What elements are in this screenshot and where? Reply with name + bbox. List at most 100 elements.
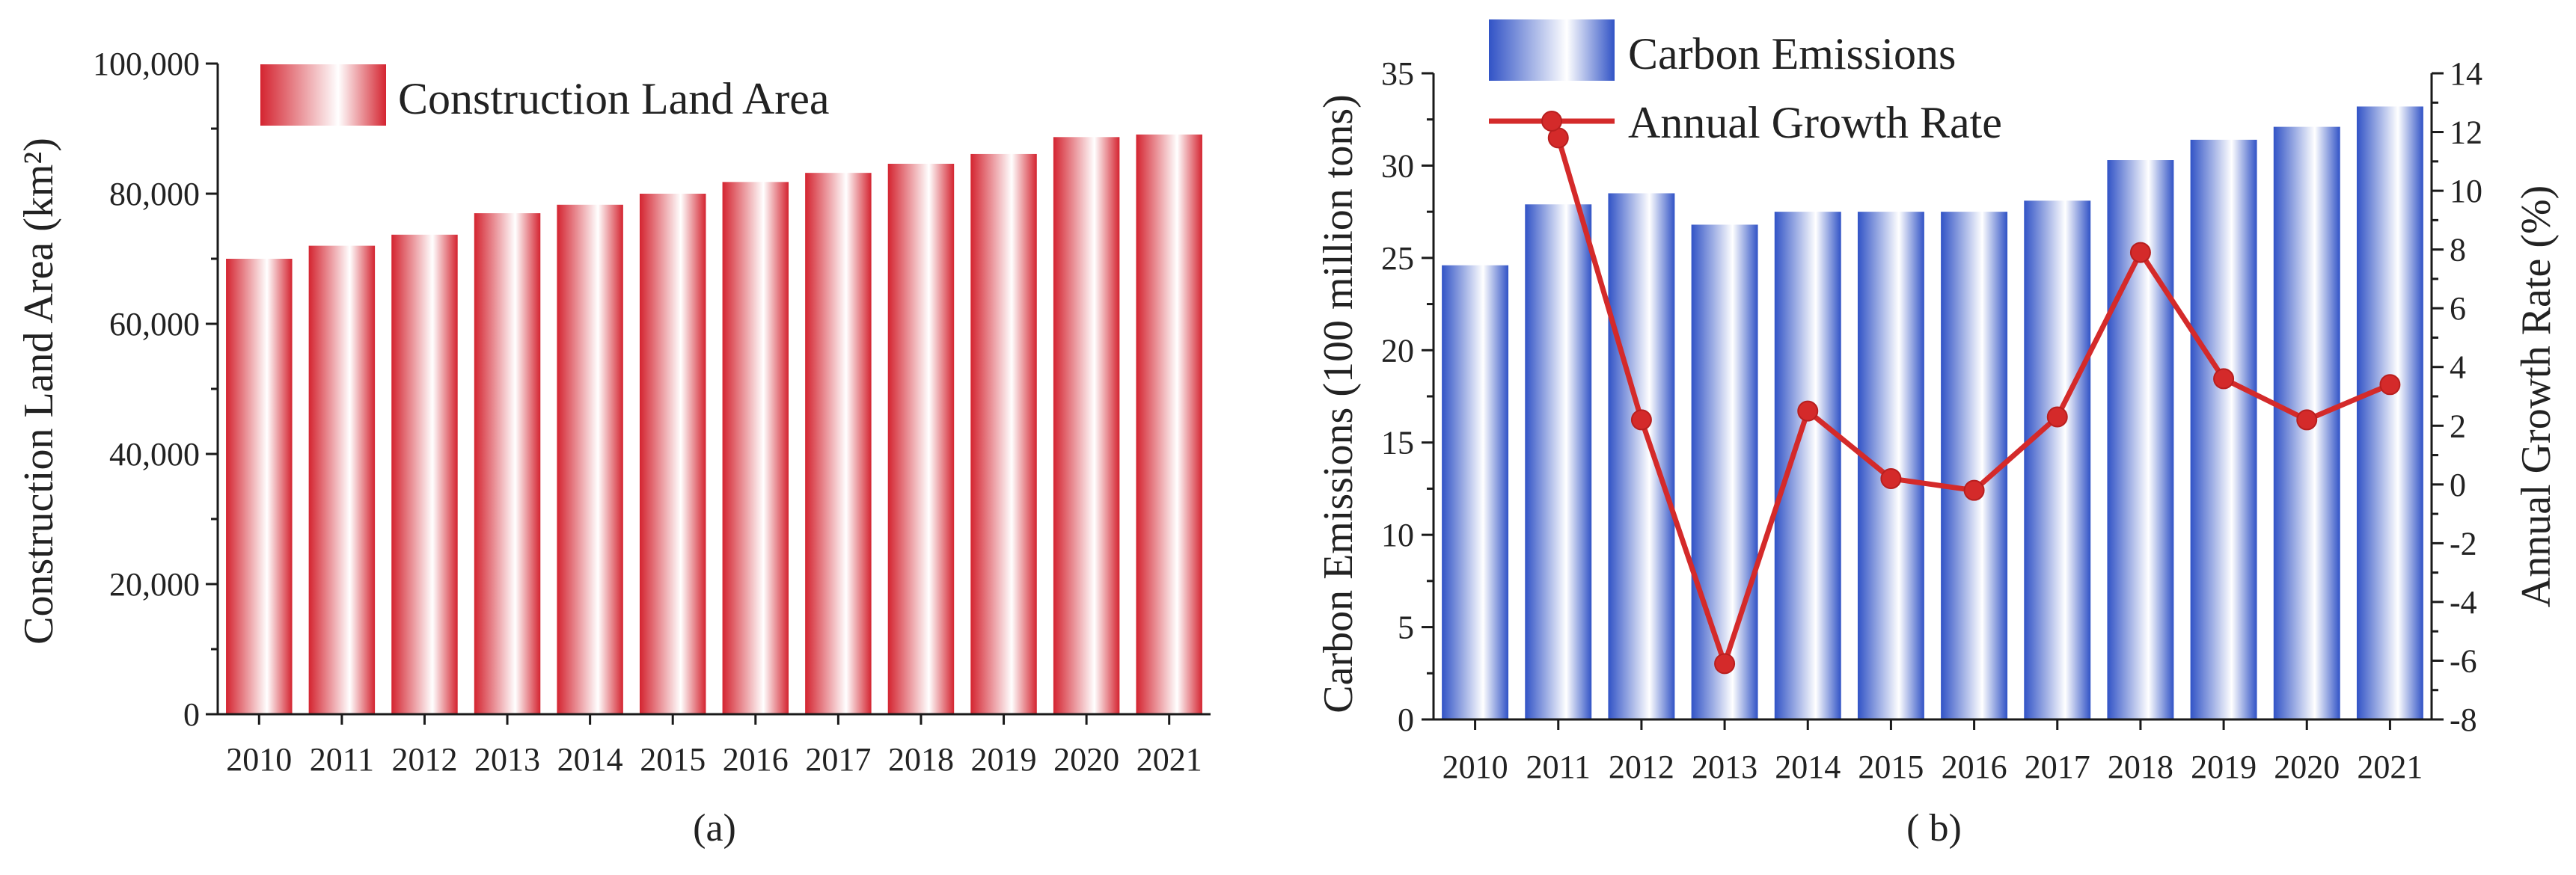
chart-a-x-tick-label: 2021 [1136, 741, 1202, 778]
chart-b-panel-label: ( b) [1906, 807, 1962, 850]
chart-a-y-tick-label: 100,000 [93, 46, 200, 82]
chart-b-bar [1442, 265, 1509, 719]
chart-a-bar [474, 213, 541, 715]
chart-b-x-tick-label: 2014 [1775, 749, 1841, 785]
chart-b-left-tick-label: 5 [1398, 610, 1414, 646]
chart-b-legend-bar-swatch [1489, 19, 1615, 81]
chart-a-bars [226, 134, 1202, 715]
chart-b-legend-bar-label: Carbon Emissions [1628, 29, 1956, 79]
chart-b-right-tick-label: 8 [2450, 232, 2466, 268]
chart-b-bar [2190, 139, 2257, 719]
chart-b-right-tick-label: 14 [2450, 55, 2482, 92]
chart-b-x-ticks: 2010 2011 2012 2013 2014 2015 2016 2017 2018 2019… [1443, 719, 2423, 785]
chart-a-x-ticks: 2010 2011 2012 2013 2014 2015 2016 2017 2018 2019… [226, 714, 1202, 778]
chart-b-growth-point [2129, 242, 2151, 263]
chart-a-bar [1136, 134, 1202, 714]
chart-b-legend-line-marker [1541, 111, 1562, 132]
chart-b-bar [1608, 193, 1675, 719]
chart-b-right-tick-label: 6 [2450, 290, 2466, 327]
chart-b-left-tick-label: 30 [1381, 147, 1414, 184]
chart-a-y-tick-label: 0 [183, 696, 200, 733]
chart-b-growth-point [1797, 400, 1819, 422]
chart-b-bar [2024, 200, 2091, 719]
chart-b-growth-line [1547, 127, 2401, 675]
chart-b-bar [2356, 106, 2423, 720]
chart-b-legend-line-label: Annual Growth Rate [1628, 98, 2002, 147]
chart-b-right-tick-label: 12 [2450, 114, 2482, 151]
chart-a-x-tick-label: 2014 [557, 741, 623, 778]
chart-a-bar [226, 259, 293, 714]
chart-b-left-tick-label: 15 [1381, 425, 1414, 461]
chart-a-bar [722, 182, 789, 715]
chart-b-left-tick-label: 0 [1398, 701, 1414, 738]
chart-b-left-tick-label: 25 [1381, 240, 1414, 277]
chart-a-bar [391, 234, 458, 714]
chart-a-y-tick-label: 80,000 [109, 176, 200, 212]
chart-a-bar [308, 245, 376, 715]
chart-a-y-tick-label: 20,000 [109, 566, 200, 603]
chart-b-growth-point [1963, 479, 1985, 501]
chart-a-legend-label: Construction Land Area [398, 74, 830, 123]
chart-b-right-tick-label: -6 [2450, 642, 2477, 679]
chart-b-growth-point [1630, 409, 1652, 431]
chart-a-bar [557, 204, 623, 714]
chart-b-right-tick-label: 4 [2450, 349, 2466, 386]
chart-b-x-tick-label: 2017 [2025, 749, 2090, 785]
chart-b-right-tick-label: -4 [2450, 584, 2477, 621]
chart-a-y-tick-label: 60,000 [109, 306, 200, 343]
chart-b-growth-point [2213, 368, 2235, 390]
chart-a-y-ticks: 0 20,000 40,000 60,000 80,000 100,000 [93, 46, 218, 733]
chart-b-x-tick-label: 2019 [2191, 749, 2257, 785]
chart-b-growth-point [2296, 409, 2318, 431]
chart-a-y-axis-label: Construction Land Area (km²) [16, 138, 62, 645]
chart-b-right-tick-label: 0 [2450, 467, 2466, 503]
chart-b-bar [1774, 212, 1841, 720]
chart-b-x-tick-label: 2012 [1609, 749, 1674, 785]
chart-b-left-y-ticks: 0 5 10 15 20 25 30 35 [1381, 55, 1434, 738]
chart-a-x-tick-label: 2013 [474, 741, 540, 778]
chart-a-y-tick-label: 40,000 [109, 436, 200, 473]
chart-b-y-axis-label: Carbon Emissions (100 million tons) [1315, 94, 1362, 713]
chart-b-x-tick-label: 2018 [2108, 749, 2173, 785]
chart-a-panel-label: (a) [693, 807, 736, 850]
chart-b-left-tick-label: 20 [1381, 332, 1414, 369]
chart-b-bar [1525, 204, 1592, 720]
chart-a-bar [639, 194, 706, 714]
chart-b-right-tick-label: -2 [2450, 525, 2477, 562]
chart-b-right-tick-label: -8 [2450, 701, 2477, 738]
chart-b-growth-point [2046, 406, 2068, 428]
chart-a-x-tick-label: 2015 [640, 741, 706, 778]
chart-b-x-tick-label: 2015 [1858, 749, 1924, 785]
chart-a-x-tick-label: 2017 [805, 741, 871, 778]
chart-a-bar [887, 163, 955, 715]
chart-a-x-tick-label: 2016 [723, 741, 789, 778]
chart-b-x-tick-label: 2010 [1443, 749, 1508, 785]
chart-a-bar [970, 153, 1037, 714]
chart-b-legend: Carbon Emissions Annual Growth Rate [1489, 19, 2002, 147]
chart-b-x-tick-label: 2016 [1942, 749, 2007, 785]
chart-a-x-tick-label: 2010 [226, 741, 292, 778]
chart-b-x-tick-label: 2020 [2274, 749, 2340, 785]
chart-b-right-tick-label: 10 [2450, 173, 2482, 209]
chart-b-x-tick-label: 2021 [2357, 749, 2423, 785]
chart-a-bar [1053, 137, 1120, 714]
chart-b-left-tick-label: 35 [1381, 55, 1414, 92]
chart-b-growth-point [1714, 653, 1736, 675]
chart-b-bars [1442, 106, 2423, 720]
chart-a-x-tick-label: 2020 [1053, 741, 1119, 778]
chart-a-x-tick-label: 2019 [971, 741, 1037, 778]
chart-a-x-tick-label: 2011 [310, 741, 374, 778]
chart-a-legend-swatch [260, 64, 386, 126]
chart-b-left-tick-label: 10 [1381, 517, 1414, 553]
chart-a-x-tick-label: 2018 [888, 741, 954, 778]
chart-b-growth-point [2379, 374, 2401, 396]
chart-b-right-y-ticks: -8 -6 -4 -2 0 2 4 6 8 10 12 14 [2432, 55, 2482, 738]
chart-b-x-tick-label: 2013 [1692, 749, 1757, 785]
chart-b-bar [1857, 212, 1924, 720]
chart-a-bar [805, 173, 872, 714]
chart-a-x-tick-label: 2012 [391, 741, 457, 778]
chart-b-bar [1941, 212, 2008, 720]
